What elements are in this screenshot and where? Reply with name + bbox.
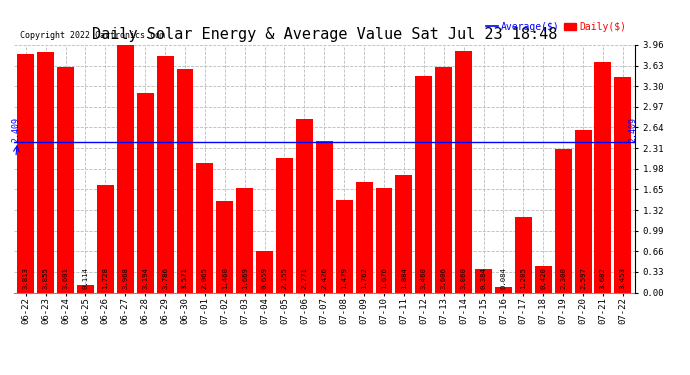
Bar <box>177 69 193 292</box>
Bar <box>316 141 333 292</box>
Bar <box>515 217 532 292</box>
Bar <box>336 200 353 292</box>
Text: 1.460: 1.460 <box>221 267 228 290</box>
Bar <box>355 182 373 292</box>
Bar <box>595 62 611 292</box>
Bar <box>555 149 571 292</box>
Bar <box>137 93 154 292</box>
Bar <box>375 188 393 292</box>
Bar <box>296 119 313 292</box>
Text: 0.659: 0.659 <box>262 267 268 290</box>
Bar <box>495 287 512 292</box>
Bar <box>415 76 432 292</box>
Bar <box>57 68 74 292</box>
Bar <box>77 285 94 292</box>
Bar <box>535 266 552 292</box>
Text: 0.420: 0.420 <box>540 267 546 290</box>
Text: 1.884: 1.884 <box>401 267 407 290</box>
Text: 3.606: 3.606 <box>441 267 446 290</box>
Text: 1.762: 1.762 <box>361 267 367 290</box>
Text: 3.682: 3.682 <box>600 267 606 290</box>
Text: 2.409: 2.409 <box>11 117 20 142</box>
Text: 3.194: 3.194 <box>142 267 148 290</box>
Bar <box>97 184 114 292</box>
Text: 0.114: 0.114 <box>82 267 88 290</box>
Text: 3.453: 3.453 <box>620 267 626 290</box>
Text: Copyright 2022 Cartronics.com: Copyright 2022 Cartronics.com <box>20 31 165 40</box>
Text: 3.855: 3.855 <box>43 267 49 290</box>
Text: 2.409: 2.409 <box>629 117 638 142</box>
Bar <box>475 268 492 292</box>
Text: 1.728: 1.728 <box>102 267 108 290</box>
Bar <box>17 54 34 292</box>
Text: 3.460: 3.460 <box>421 267 427 290</box>
Text: 3.601: 3.601 <box>63 267 68 290</box>
Bar <box>276 158 293 292</box>
Bar <box>455 51 472 292</box>
Text: 1.669: 1.669 <box>241 267 248 290</box>
Bar <box>395 175 413 292</box>
Bar <box>575 130 591 292</box>
Text: 2.155: 2.155 <box>282 267 288 290</box>
Text: 3.860: 3.860 <box>461 267 466 290</box>
Text: 3.813: 3.813 <box>23 267 29 290</box>
Text: 3.968: 3.968 <box>122 267 128 290</box>
Text: 0.384: 0.384 <box>480 267 486 290</box>
Bar <box>217 201 233 292</box>
Text: 2.065: 2.065 <box>202 267 208 290</box>
Bar <box>614 77 631 292</box>
Bar <box>236 188 253 292</box>
Text: 2.771: 2.771 <box>302 267 308 290</box>
Bar <box>256 251 273 292</box>
Bar <box>197 164 213 292</box>
Title: Daily Solar Energy & Average Value Sat Jul 23 18:48: Daily Solar Energy & Average Value Sat J… <box>92 27 557 42</box>
Text: 2.597: 2.597 <box>580 267 586 290</box>
Text: 2.300: 2.300 <box>560 267 566 290</box>
Text: 0.084: 0.084 <box>500 267 506 290</box>
Text: 1.205: 1.205 <box>520 267 526 290</box>
Bar <box>117 45 134 292</box>
Text: 3.786: 3.786 <box>162 267 168 290</box>
Text: 1.676: 1.676 <box>381 267 387 290</box>
Bar <box>435 67 452 292</box>
Text: 2.426: 2.426 <box>322 267 327 290</box>
Text: 3.571: 3.571 <box>182 267 188 290</box>
Bar <box>37 52 54 292</box>
Bar <box>157 56 173 292</box>
Legend: Average($), Daily($): Average($), Daily($) <box>482 18 630 36</box>
Text: 1.479: 1.479 <box>341 267 347 290</box>
